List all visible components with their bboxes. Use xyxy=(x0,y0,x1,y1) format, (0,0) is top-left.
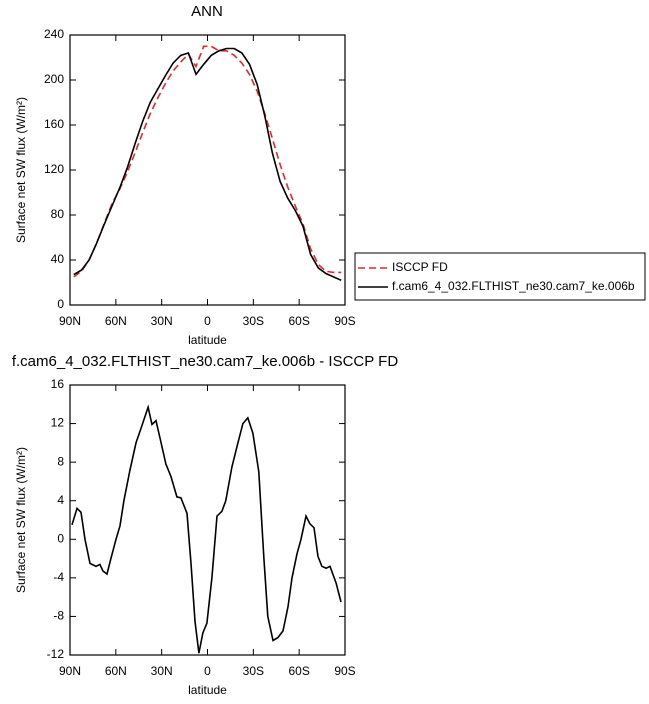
plot-frame xyxy=(69,34,346,306)
x-tick-label: 90N xyxy=(59,314,81,328)
x-axis-label: latitude xyxy=(188,683,227,697)
data-line xyxy=(71,404,342,654)
y-tick-label: 8 xyxy=(57,454,64,468)
x-tick-label: 0 xyxy=(204,314,211,328)
chart-title: f.cam6_4_032.FLTHIST_ne30.cam7_ke.006b -… xyxy=(12,353,398,370)
x-tick-label: 30S xyxy=(243,314,264,328)
data-line xyxy=(73,45,342,278)
plot-frame xyxy=(69,384,346,656)
x-tick-label: 0 xyxy=(204,664,211,678)
x-tick-label: 60N xyxy=(105,664,127,678)
y-tick-label: 160 xyxy=(44,117,64,131)
y-tick-label: 40 xyxy=(51,252,65,266)
y-tick-label: 80 xyxy=(51,207,65,221)
chart-title: ANN xyxy=(191,3,223,20)
x-tick-label: 30N xyxy=(151,314,173,328)
x-tick-label: 90S xyxy=(334,664,355,678)
x-tick-label: 60S xyxy=(288,314,309,328)
y-tick-label: 4 xyxy=(57,493,64,507)
y-tick-label: 0 xyxy=(57,531,64,545)
data-line xyxy=(73,47,342,282)
y-tick-label: 0 xyxy=(57,297,64,311)
y-tick-label: -4 xyxy=(53,570,64,584)
y-tick-label: -8 xyxy=(53,609,64,623)
y-axis-label: Surface net SW flux (W/m²) xyxy=(14,447,28,593)
x-tick-label: 90N xyxy=(59,664,81,678)
x-tick-label: 30N xyxy=(151,664,173,678)
y-tick-label: 12 xyxy=(51,416,65,430)
y-tick-label: 16 xyxy=(51,377,65,391)
legend-box xyxy=(354,252,646,301)
x-tick-label: 60N xyxy=(105,314,127,328)
legend-label: ISCCP FD xyxy=(392,260,448,274)
y-tick-label: 120 xyxy=(44,162,64,176)
y-tick-label: 240 xyxy=(44,27,64,41)
x-tick-label: 30S xyxy=(243,664,264,678)
x-axis-label: latitude xyxy=(188,333,227,347)
x-tick-label: 60S xyxy=(288,664,309,678)
y-tick-label: -12 xyxy=(47,647,65,661)
x-tick-label: 90S xyxy=(334,314,355,328)
legend-label: f.cam6_4_032.FLTHIST_ne30.cam7_ke.006b xyxy=(392,279,635,293)
y-axis-label: Surface net SW flux (W/m²) xyxy=(14,97,28,243)
y-tick-label: 200 xyxy=(44,72,64,86)
